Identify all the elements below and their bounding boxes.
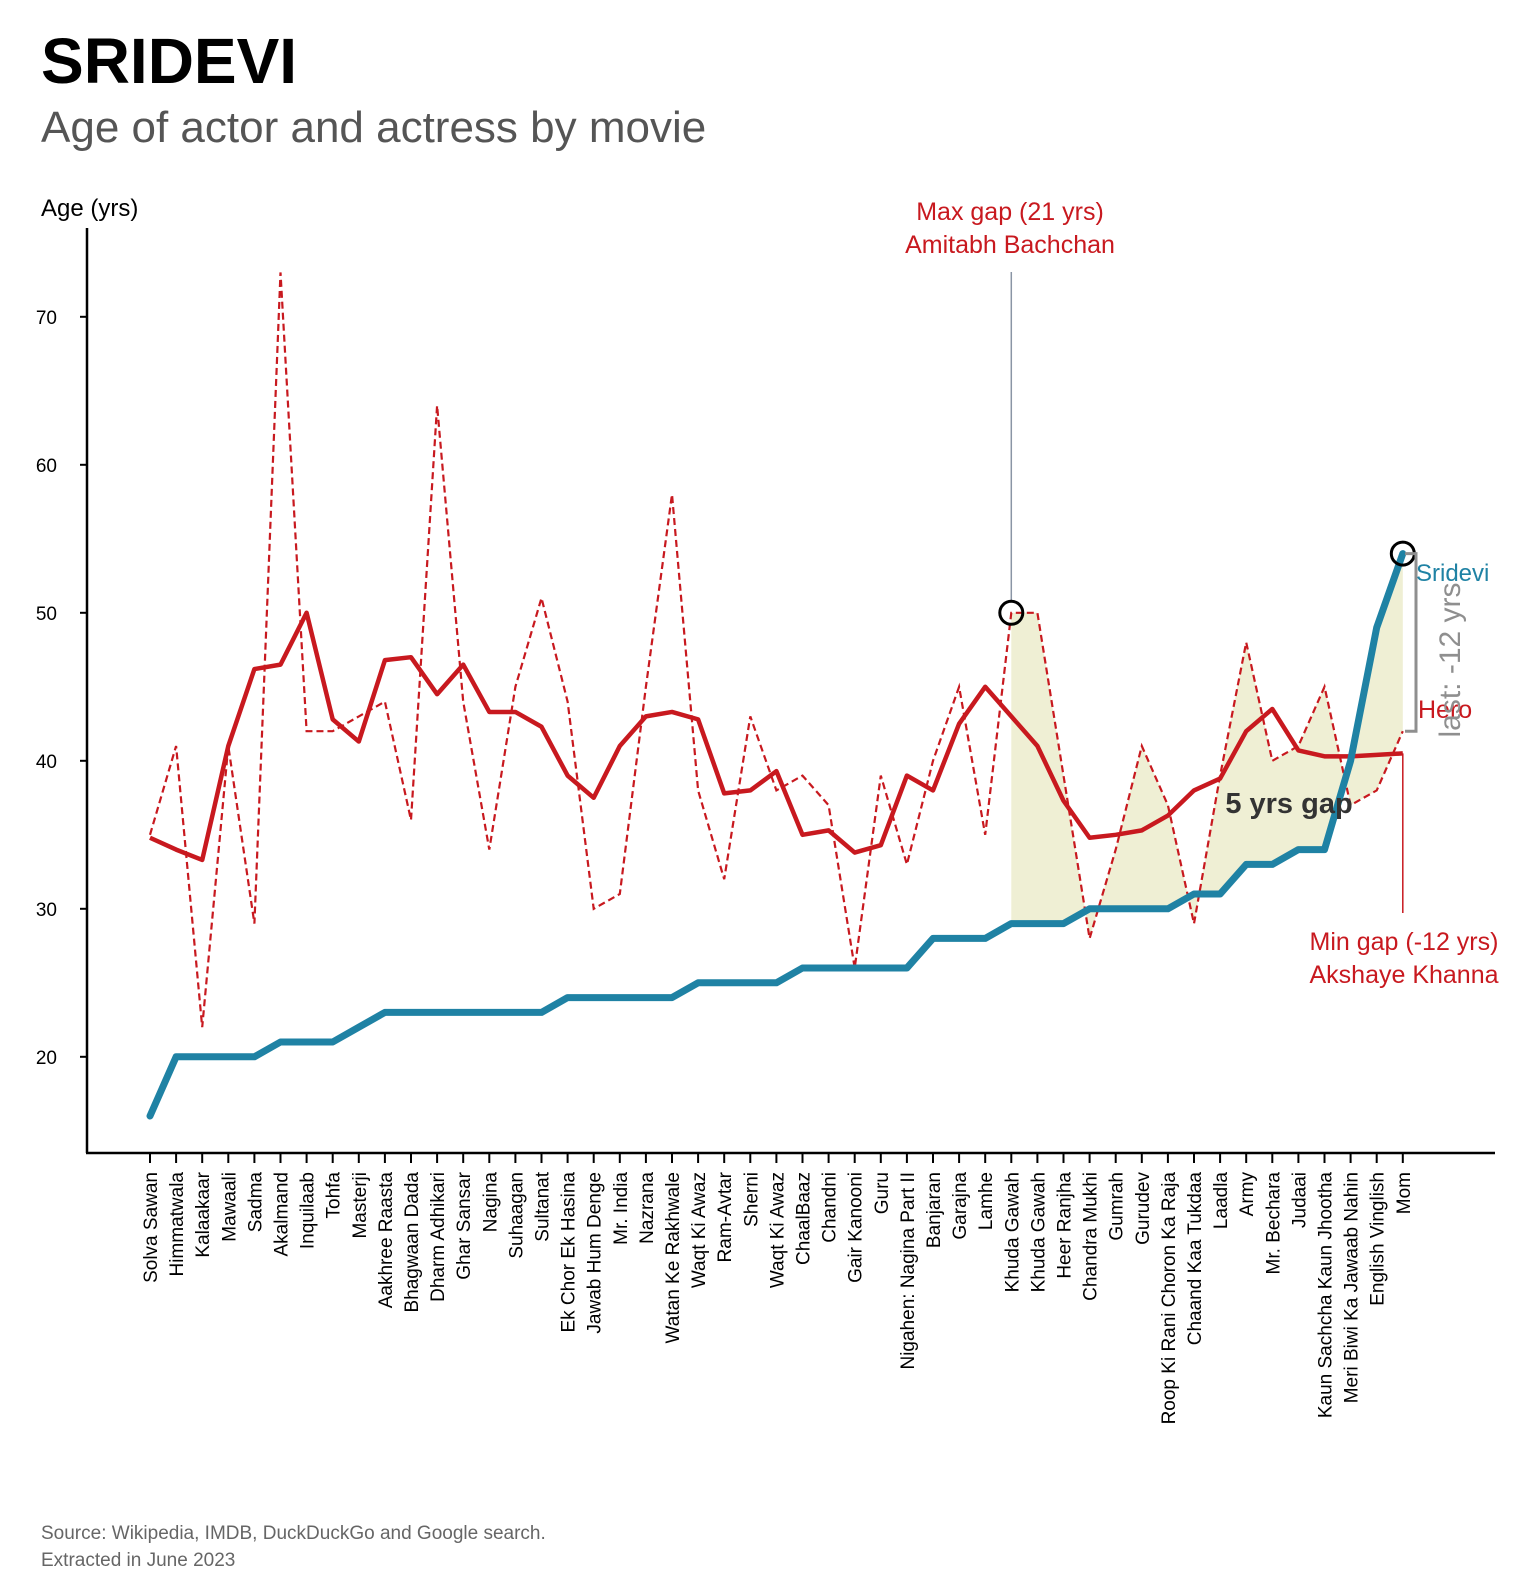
x-tick-label: Gair Kanooni — [846, 1172, 867, 1283]
x-tick-label: Solva Sawan — [141, 1172, 162, 1283]
gap-area — [1011, 553, 1403, 939]
x-ticks: Solva Sawan Himmatwala Kalaakaar Mawaali Sad… — [141, 1153, 1415, 1424]
chart-subtitle: Age of actor and actress by movie — [41, 103, 706, 152]
chart-title: SRIDEVI — [41, 25, 297, 97]
max-gap-label-line1: Max gap (21 yrs) — [916, 198, 1104, 226]
x-tick-label: Kalaakaar — [193, 1171, 214, 1257]
x-tick-label: Khuda Gawah — [1002, 1172, 1023, 1292]
x-tick-label: Gumrah — [1107, 1172, 1128, 1241]
x-tick-label: Ghar Sansar — [454, 1171, 475, 1279]
source-note: Source: Wikipedia, IMDB, DuckDuckGo and … — [41, 1523, 546, 1544]
x-tick-label: Gurudev — [1133, 1172, 1154, 1245]
x-tick-label: Laadla — [1211, 1172, 1232, 1229]
extraction-note: Extracted in June 2023 — [41, 1550, 235, 1571]
x-tick-label: Inquilaab — [298, 1172, 319, 1249]
x-tick-label: Jawab Hum Denge — [585, 1172, 606, 1334]
y-tick-label: 20 — [36, 1048, 57, 1069]
x-tick-label: Roop Ki Rani Choron Ka Raja — [1159, 1172, 1180, 1425]
x-tick-label: Aakhree Raasta — [376, 1172, 397, 1309]
x-tick-label: Heer Ranjha — [1055, 1172, 1076, 1279]
x-tick-label: Army — [1237, 1172, 1258, 1217]
x-tick-label: Meri Biwi Ka Jawaab Nahin — [1342, 1172, 1363, 1403]
x-tick-label: Ek Chor Ek Hasina — [559, 1172, 580, 1333]
x-tick-label: Mawaali — [219, 1172, 240, 1242]
y-ticks: 20 30 40 50 60 70 — [36, 308, 87, 1069]
hero-series-label: Hero — [1418, 696, 1472, 724]
x-tick-label: Tohfa — [324, 1172, 345, 1219]
x-tick-label: Kaun Sachcha Kaun Jhootha — [1316, 1172, 1337, 1419]
last-gap-label: last: -12 yrs — [1434, 582, 1467, 737]
x-tick-label: Nigahen: Nagina Part II — [898, 1172, 919, 1370]
gap-label: 5 yrs gap — [1225, 788, 1352, 820]
x-tick-label: Suhaagan — [506, 1172, 527, 1259]
min-gap-label-line2: Akshaye Khanna — [1309, 961, 1498, 989]
x-tick-label: Khuda Gawah — [1028, 1172, 1049, 1292]
x-tick-label: Bhagwaan Dada — [402, 1172, 423, 1313]
x-tick-label: Waqt Ki Awaz — [689, 1172, 710, 1288]
x-tick-label: Chandni — [820, 1172, 841, 1243]
y-tick-label: 60 — [36, 456, 57, 477]
y-tick-label: 70 — [36, 308, 57, 329]
x-tick-label: Masterji — [350, 1172, 371, 1239]
x-tick-label: Mr. India — [611, 1172, 632, 1245]
x-tick-label: ChaalBaaz — [794, 1172, 815, 1265]
x-tick-label: Chaand Kaa Tukdaa — [1185, 1172, 1206, 1346]
sridevi-age-line — [146, 550, 1407, 1120]
actress-series-label: Sridevi — [1416, 560, 1489, 587]
series — [146, 272, 1407, 1120]
last-gap-bracket — [1405, 552, 1418, 733]
x-tick-label: Mr. Bechara — [1263, 1172, 1284, 1275]
x-tick-label: Garajna — [950, 1172, 971, 1240]
hero-age-dashed-line — [148, 272, 1404, 1028]
x-tick-label: Sultanat — [533, 1171, 554, 1241]
max-gap-label-line2: Amitabh Bachchan — [905, 231, 1115, 259]
y-tick-label: 50 — [36, 604, 57, 625]
x-tick-label: Ram-Avtar — [715, 1171, 736, 1262]
x-tick-label: Chandra Mukhi — [1081, 1172, 1102, 1301]
x-tick-label: Dharm Adhikari — [428, 1172, 449, 1302]
x-tick-label: Akalmand — [272, 1172, 293, 1257]
x-tick-label: Nagina — [480, 1172, 501, 1233]
x-tick-label: English Vinglish — [1368, 1172, 1389, 1306]
x-tick-label: Guru — [872, 1172, 893, 1214]
x-tick-label: Banjaran — [924, 1172, 945, 1248]
x-tick-label: Watan Ke Rakhwale — [663, 1172, 684, 1343]
x-tick-label: Himmatwala — [167, 1172, 188, 1277]
y-axis-label: Age (yrs) — [41, 195, 138, 222]
y-tick-label: 40 — [36, 752, 57, 773]
max-gap-marker — [998, 599, 1025, 626]
min-gap-label-line1: Min gap (-12 yrs) — [1310, 928, 1499, 956]
x-tick-label: Sherni — [741, 1172, 762, 1227]
gap-shading — [1011, 553, 1403, 939]
x-tick-label: Waqt Ki Awaz — [767, 1172, 788, 1288]
hero-age-trend-line — [149, 610, 1403, 863]
x-tick-label: Lamhe — [976, 1172, 997, 1230]
x-tick-label: Nazrana — [637, 1172, 658, 1244]
x-tick-label: Mom — [1394, 1172, 1415, 1214]
annotations — [998, 272, 1418, 913]
x-tick-label: Sadma — [245, 1172, 266, 1233]
y-tick-label: 30 — [36, 900, 57, 921]
x-tick-label: Judaai — [1289, 1172, 1310, 1228]
